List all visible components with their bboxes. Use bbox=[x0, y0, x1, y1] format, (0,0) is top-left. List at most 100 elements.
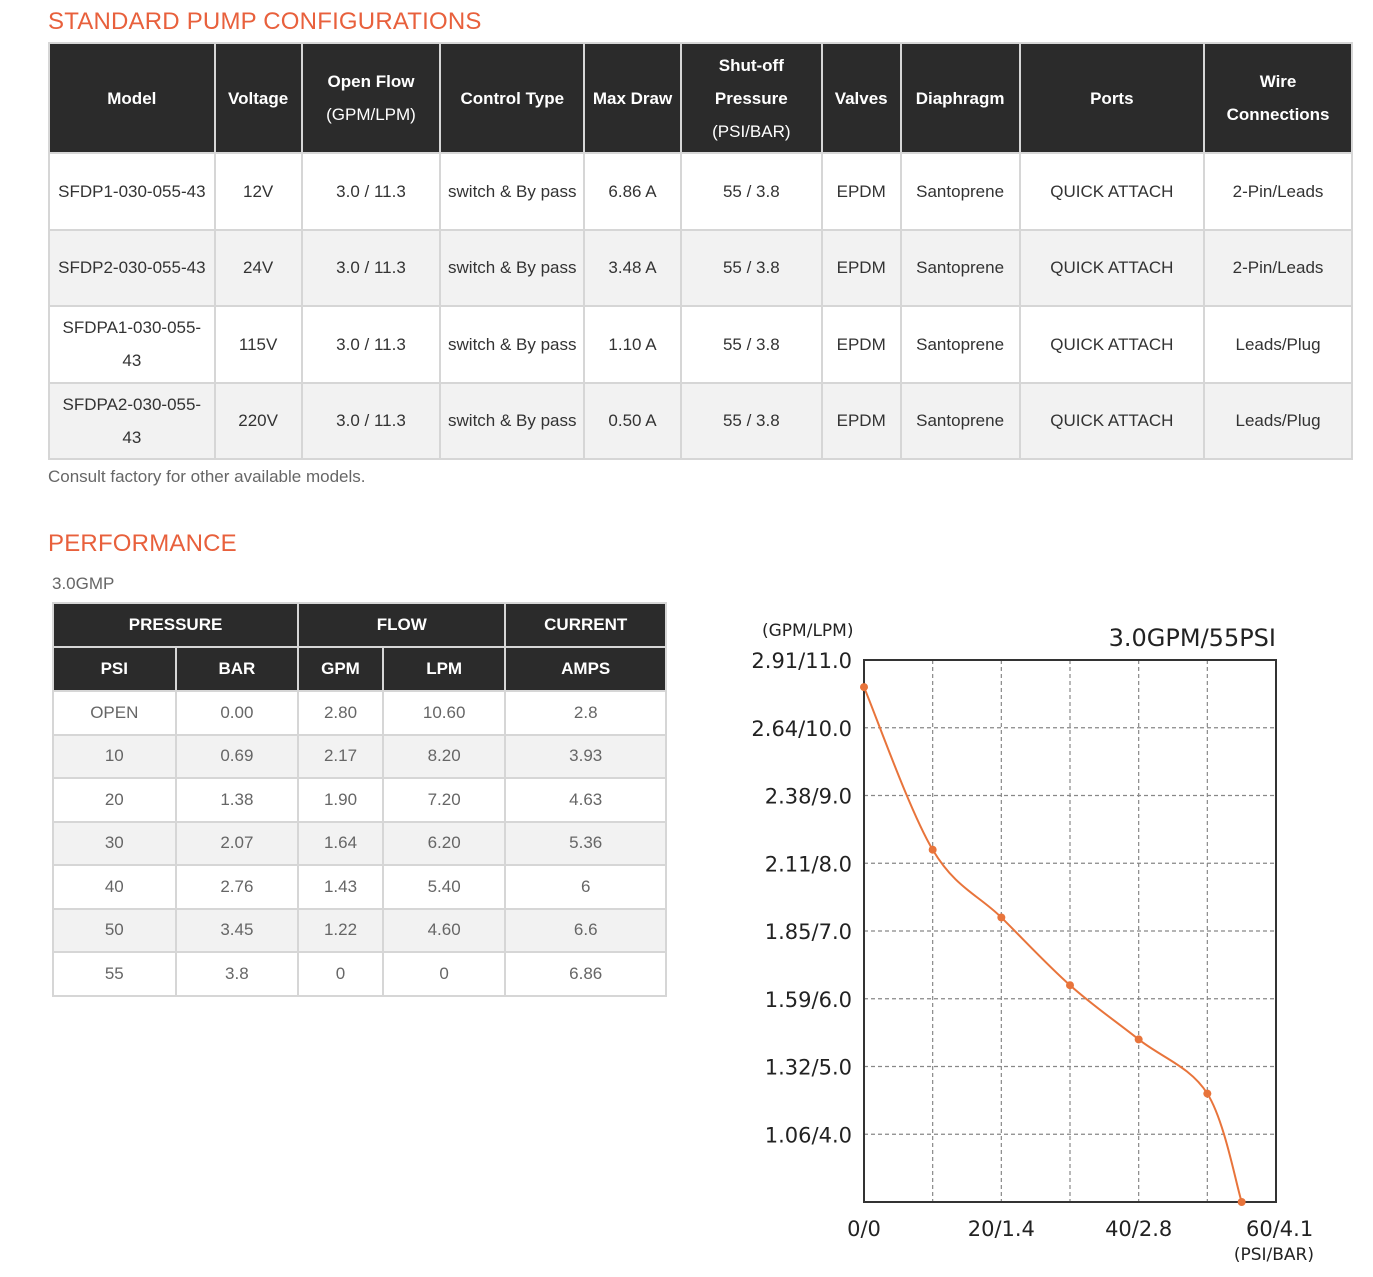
header-psi: PSI bbox=[52, 646, 177, 692]
cell-psi: 10 bbox=[52, 733, 177, 779]
data-point bbox=[860, 683, 868, 692]
cell-lpm: 8.20 bbox=[381, 733, 507, 779]
cell-lpm: 6.20 bbox=[381, 820, 507, 866]
x-tick-label: 0/0 bbox=[847, 1217, 881, 1241]
unit-header-row: PSI BAR GPM LPM AMPS bbox=[52, 646, 667, 692]
cell-wire: Leads/Plug bbox=[1203, 305, 1353, 384]
chart-title: 3.0GPM/55PSI bbox=[1109, 624, 1276, 652]
table-row: 20 1.38 1.90 7.20 4.63 bbox=[52, 777, 667, 823]
cell-wire: Leads/Plug bbox=[1203, 381, 1353, 460]
cell-wire: 2-Pin/Leads bbox=[1203, 152, 1353, 231]
cell-amps: 6 bbox=[504, 864, 667, 910]
cell-valves: EPDM bbox=[820, 228, 902, 307]
cell-bar: 2.07 bbox=[174, 820, 300, 866]
header-diaphragm: Diaphragm bbox=[899, 42, 1021, 154]
config-section-title: STANDARD PUMP CONFIGURATIONS bbox=[48, 8, 482, 35]
cell-gpm: 1.43 bbox=[297, 864, 384, 910]
cell-open-flow: 3.0 / 11.3 bbox=[300, 152, 442, 231]
cell-bar: 1.38 bbox=[174, 777, 300, 823]
plot-frame bbox=[863, 659, 1277, 1203]
y-tick-label: 1.85/7.0 bbox=[765, 920, 852, 944]
cell-max-draw: 6.86 A bbox=[583, 152, 682, 231]
header-gpm: GPM bbox=[297, 646, 384, 692]
header-lpm: LPM bbox=[381, 646, 507, 692]
cell-psi: 55 bbox=[52, 951, 177, 997]
table-row: SFDP2-030-055-43 24V 3.0 / 11.3 switch &… bbox=[48, 228, 1353, 307]
header-amps: AMPS bbox=[504, 646, 667, 692]
cell-ports: QUICK ATTACH bbox=[1018, 381, 1206, 460]
header-current: CURRENT bbox=[504, 602, 667, 648]
cell-amps: 6.86 bbox=[504, 951, 667, 997]
cell-amps: 4.63 bbox=[504, 777, 667, 823]
cell-model: SFDPA1-030-055-43 bbox=[48, 305, 216, 384]
cell-valves: EPDM bbox=[820, 152, 902, 231]
y-tick-label: 1.59/6.0 bbox=[765, 988, 852, 1012]
table-row: OPEN 0.00 2.80 10.60 2.8 bbox=[52, 690, 667, 736]
data-point bbox=[928, 845, 937, 854]
cell-control-type: switch & By pass bbox=[439, 228, 586, 307]
series-line bbox=[863, 686, 1243, 1203]
y-axis-label: (GPM/LPM) bbox=[762, 621, 853, 641]
y-tick-label: 2.91/11.0 bbox=[751, 649, 852, 673]
cell-control-type: switch & By pass bbox=[439, 152, 586, 231]
cell-valves: EPDM bbox=[820, 305, 902, 384]
y-tick-labels: 2.91/11.0 2.64/10.0 2.38/9.0 2.11/8.0 1.85/7… bbox=[751, 649, 852, 1147]
table-row: SFDP1-030-055-43 12V 3.0 / 11.3 switch &… bbox=[48, 152, 1353, 231]
y-tick-label: 1.06/4.0 bbox=[765, 1123, 852, 1147]
header-wire-connections: Wire Connections bbox=[1203, 42, 1353, 154]
config-header-row: Model Voltage Open Flow (GPM/LPM) Control… bbox=[48, 42, 1353, 154]
group-header-row: PRESSURE FLOW CURRENT bbox=[51, 602, 667, 648]
pump-configurations-table: Model Voltage Open Flow (GPM/LPM) Control… bbox=[48, 42, 1353, 460]
cell-bar: 0.69 bbox=[174, 733, 300, 779]
header-open-flow: Open Flow (GPM/LPM) bbox=[300, 42, 442, 154]
y-tick-label: 2.11/8.0 bbox=[765, 852, 852, 876]
cell-diaphragm: Santoprene bbox=[899, 228, 1021, 307]
y-tick-label: 2.64/10.0 bbox=[751, 717, 852, 741]
data-point bbox=[1203, 1089, 1212, 1098]
cell-psi: 30 bbox=[52, 820, 177, 866]
cell-gpm: 2.17 bbox=[297, 733, 384, 779]
header-max-draw: Max Draw bbox=[583, 42, 682, 154]
header-shutoff-pressure: Shut-off Pressure (PSI/BAR) bbox=[679, 42, 823, 154]
header-flow: FLOW bbox=[297, 602, 507, 648]
x-axis-label: (PSI/BAR) bbox=[1234, 1245, 1314, 1265]
cell-ports: QUICK ATTACH bbox=[1018, 305, 1206, 384]
x-tick-labels: 0/0 20/1.4 40/2.8 60/4.1 bbox=[847, 1217, 1313, 1241]
cell-control-type: switch & By pass bbox=[439, 381, 586, 460]
header-control-type: Control Type bbox=[439, 42, 586, 154]
cell-valves: EPDM bbox=[820, 381, 902, 460]
table-row: SFDPA2-030-055-43 220V 3.0 / 11.3 switch… bbox=[48, 381, 1353, 460]
table-row: 50 3.45 1.22 4.60 6.6 bbox=[52, 907, 667, 953]
performance-chart: 3.0GPM/55PSI (GPM/LPM) (PSI/BAR) 2.91/11… bbox=[751, 621, 1314, 1265]
cell-model: SFDP1-030-055-43 bbox=[48, 152, 216, 231]
y-tick-label: 1.32/5.0 bbox=[765, 1056, 852, 1080]
cell-model: SFDP2-030-055-43 bbox=[48, 228, 216, 307]
cell-gpm: 2.80 bbox=[297, 690, 384, 736]
header-voltage: Voltage bbox=[213, 42, 303, 154]
series-points bbox=[860, 683, 1246, 1206]
cell-bar: 0.00 bbox=[174, 690, 300, 736]
data-point bbox=[1066, 981, 1074, 990]
config-note: Consult factory for other available mode… bbox=[48, 467, 366, 486]
cell-voltage: 115V bbox=[213, 305, 303, 384]
header-pressure: PRESSURE bbox=[51, 602, 300, 648]
data-point bbox=[1134, 1035, 1143, 1044]
cell-diaphragm: Santoprene bbox=[899, 381, 1021, 460]
cell-lpm: 5.40 bbox=[381, 864, 507, 910]
cell-amps: 5.36 bbox=[504, 820, 667, 866]
table-row: 40 2.76 1.43 5.40 6 bbox=[52, 864, 667, 910]
cell-diaphragm: Santoprene bbox=[899, 305, 1021, 384]
cell-bar: 2.76 bbox=[174, 864, 300, 910]
x-tick-label: 20/1.4 bbox=[968, 1217, 1035, 1241]
header-ports: Ports bbox=[1018, 42, 1206, 154]
cell-bar: 3.45 bbox=[174, 907, 300, 953]
cell-open-flow: 3.0 / 11.3 bbox=[300, 228, 442, 307]
cell-amps: 2.8 bbox=[504, 690, 667, 736]
data-point bbox=[1237, 1198, 1246, 1206]
cell-shutoff: 55 / 3.8 bbox=[679, 152, 823, 231]
cell-open-flow: 3.0 / 11.3 bbox=[300, 381, 442, 460]
cell-max-draw: 0.50 A bbox=[583, 381, 682, 460]
cell-open-flow: 3.0 / 11.3 bbox=[300, 305, 442, 384]
cell-psi: 50 bbox=[52, 907, 177, 953]
performance-subtitle: 3.0GMP bbox=[52, 574, 115, 593]
